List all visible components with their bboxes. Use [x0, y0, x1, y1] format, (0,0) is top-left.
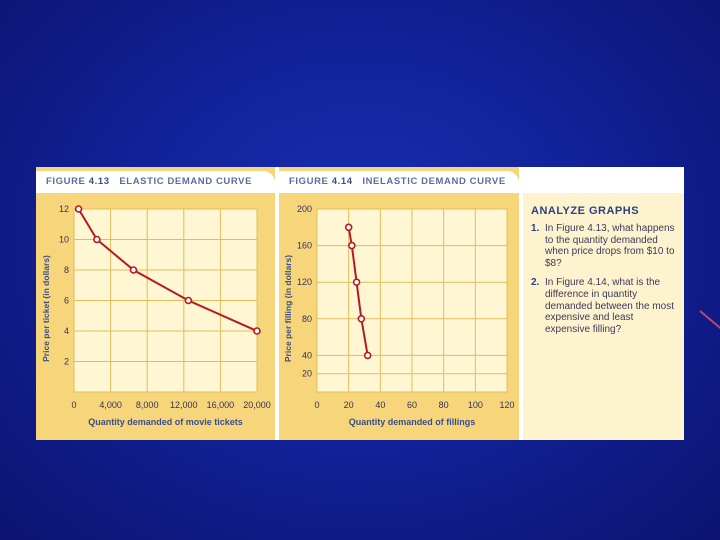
- x-tick-label: 0: [314, 400, 319, 410]
- x-axis-label: Quantity demanded of fillings: [349, 417, 476, 427]
- data-point: [363, 351, 372, 360]
- y-tick-label: 4: [64, 326, 69, 336]
- figure-label: FIGURE: [289, 176, 329, 187]
- y-tick-label: 2: [64, 357, 69, 367]
- figure-container: FIGURE 4.13 ELASTIC DEMAND CURVE 0 4,000 8…: [36, 167, 684, 440]
- x-tick-label: 12,000: [170, 400, 198, 410]
- chart-title: INELASTIC DEMAND CURVE: [362, 176, 506, 187]
- y-tick-label: 200: [297, 204, 312, 214]
- y-tick-label: 12: [59, 204, 69, 214]
- data-point: [357, 315, 366, 323]
- x-tick-label: 4,000: [99, 400, 122, 410]
- y-tick-label: 80: [302, 314, 312, 324]
- question-1: 1. In Figure 4.13, what happens to the q…: [531, 223, 676, 269]
- data-point: [352, 278, 361, 286]
- x-tick-label: 80: [439, 400, 449, 410]
- question-2: 2. In Figure 4.14, what is the differenc…: [531, 277, 676, 335]
- data-point: [184, 296, 193, 305]
- y-tick-label: 160: [297, 241, 312, 251]
- y-tick-label: 10: [59, 235, 69, 245]
- question-text: In Figure 4.13, what happens to the quan…: [545, 223, 675, 269]
- x-tick-label: 40: [375, 400, 385, 410]
- figure-number: 4.13: [88, 176, 110, 187]
- data-point: [348, 241, 356, 250]
- y-axis-label: Price per ticket (in dollars): [41, 255, 51, 362]
- decorative-line: [699, 310, 720, 332]
- figure-label: FIGURE: [46, 176, 86, 187]
- figure-4-13-panel: FIGURE 4.13 ELASTIC DEMAND CURVE 0 4,000 8…: [36, 167, 275, 440]
- inelastic-demand-chart: 0 20 40 60 80 100 120 20 40 80 120 160 200 Quantity d…: [283, 204, 515, 427]
- plot-border: [73, 208, 258, 393]
- data-point: [253, 327, 261, 335]
- analyze-graphs-panel: ANALYZE GRAPHS 1. In Figure 4.13, what h…: [523, 193, 684, 440]
- x-tick-label: 20,000: [243, 400, 271, 410]
- data-point: [93, 235, 101, 244]
- chart-title: ELASTIC DEMAND CURVE: [119, 176, 253, 187]
- y-tick-label: 8: [64, 265, 69, 275]
- data-point: [74, 205, 83, 213]
- x-tick-label: 100: [468, 400, 483, 410]
- y-tick-label: 20: [302, 369, 312, 379]
- question-number: 2.: [531, 277, 540, 289]
- data-point: [129, 266, 138, 274]
- x-tick-label: 16,000: [207, 400, 235, 410]
- question-number: 1.: [531, 223, 540, 234]
- y-tick-label: 40: [302, 350, 312, 360]
- figure-4-14-panel: FIGURE 4.14 INELASTIC DEMAND CURVE 0 20 40…: [279, 167, 519, 440]
- figure-4-13-header: FIGURE 4.13 ELASTIC DEMAND CURVE: [36, 171, 275, 193]
- x-axis-label: Quantity demanded of movie tickets: [88, 417, 243, 427]
- plot-border: [316, 208, 508, 393]
- y-tick-label: 120: [297, 277, 312, 287]
- figure-4-14-header: FIGURE 4.14 INELASTIC DEMAND CURVE: [279, 171, 519, 193]
- analyze-graphs-title: ANALYZE GRAPHS: [531, 205, 640, 217]
- x-tick-label: 8,000: [136, 400, 159, 410]
- question-text: In Figure 4.14, what is the difference i…: [545, 277, 674, 335]
- data-point: [344, 223, 353, 232]
- figure-number: 4.14: [331, 176, 353, 187]
- elastic-demand-chart: 0 4,000 8,000 12,000 16,000 20,000 2 4 6 8 10 12 Qua…: [41, 204, 271, 427]
- x-tick-label: 20: [344, 400, 354, 410]
- x-tick-label: 120: [499, 400, 514, 410]
- y-axis-label: Price per filling (in dollars): [283, 255, 293, 362]
- y-tick-label: 6: [64, 296, 69, 306]
- x-tick-label: 0: [71, 400, 76, 410]
- x-tick-label: 60: [407, 400, 417, 410]
